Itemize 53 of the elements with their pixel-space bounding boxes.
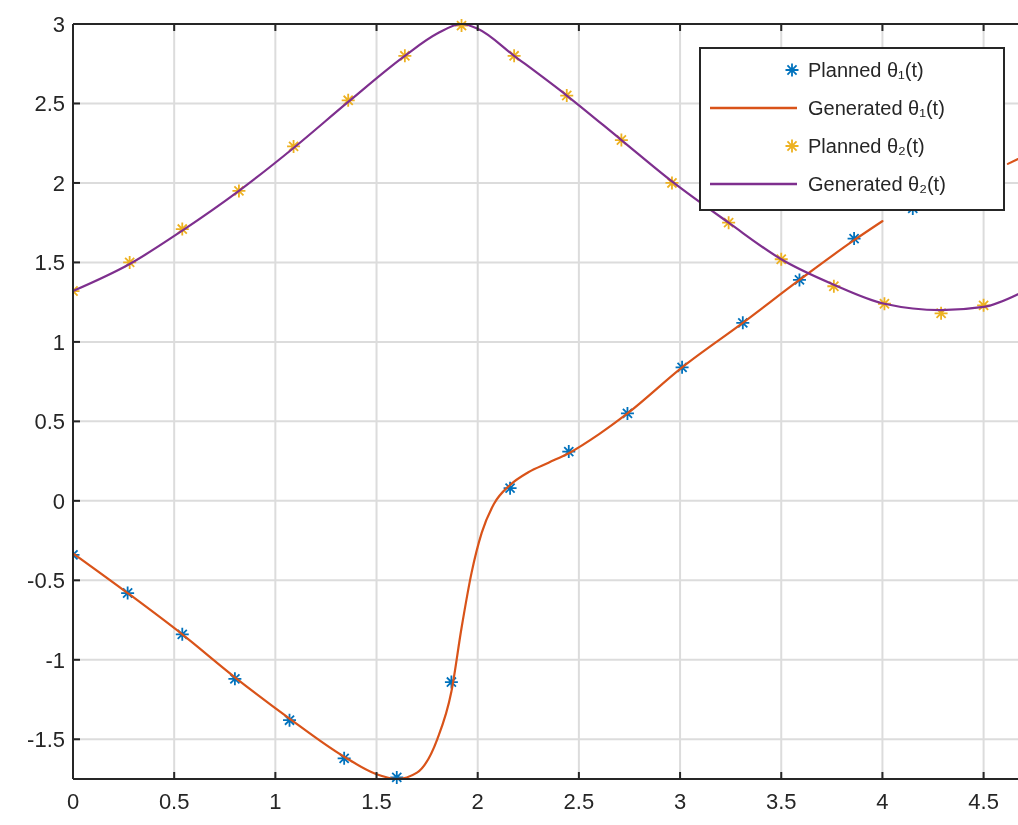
point <box>877 296 892 312</box>
point <box>620 406 635 421</box>
legend-label: Planned θ₁(t) <box>808 59 924 81</box>
x-tick-label: 0.5 <box>158 789 190 814</box>
x-tick-label: 4 <box>876 789 889 814</box>
point <box>231 183 247 199</box>
point <box>976 297 991 313</box>
point <box>174 626 190 642</box>
point <box>664 175 680 191</box>
point <box>506 48 522 64</box>
point <box>502 480 518 496</box>
point <box>613 132 629 148</box>
point <box>721 215 737 231</box>
point <box>397 48 413 64</box>
point <box>773 251 789 267</box>
point <box>454 18 469 33</box>
point <box>735 315 751 331</box>
x-tick-label: 3.5 <box>765 789 797 814</box>
legend-label: Generated θ₁(t) <box>808 97 945 119</box>
x-tick-label: 3 <box>673 789 687 814</box>
point <box>227 671 243 687</box>
legend-label: Planned θ₂(t) <box>808 135 925 157</box>
point <box>286 138 301 154</box>
x-tick-label: 1.5 <box>361 789 392 814</box>
y-tick-label: 2.5 <box>34 91 65 117</box>
point <box>122 255 138 270</box>
y-tick-label: 0 <box>52 488 65 514</box>
y-tick-label: 1 <box>52 329 65 355</box>
point <box>174 221 190 237</box>
x-tick-label: 2 <box>471 789 484 814</box>
point <box>792 272 807 288</box>
y-tick-label: -0.5 <box>27 568 65 594</box>
x-tick-label: 2.5 <box>563 789 595 814</box>
point <box>846 231 862 246</box>
point <box>933 305 949 321</box>
legend-label: Generated θ₂(t) <box>808 173 946 195</box>
point <box>444 674 459 690</box>
y-tick-label: 1.5 <box>34 250 65 276</box>
point <box>559 88 575 103</box>
point <box>282 712 297 728</box>
point <box>561 444 577 459</box>
point <box>389 770 405 785</box>
x-tick-label: 4.5 <box>968 789 999 814</box>
point <box>826 278 842 294</box>
y-tick-label: -1 <box>45 647 65 673</box>
y-tick-label: 0.5 <box>34 409 65 435</box>
point <box>336 750 352 766</box>
x-tick-label: 1 <box>269 789 282 814</box>
y-tick-label: -1.5 <box>27 727 65 753</box>
point <box>120 585 136 601</box>
y-tick-label: 3 <box>52 12 65 37</box>
y-tick-label: 2 <box>52 170 65 196</box>
point <box>340 92 356 108</box>
